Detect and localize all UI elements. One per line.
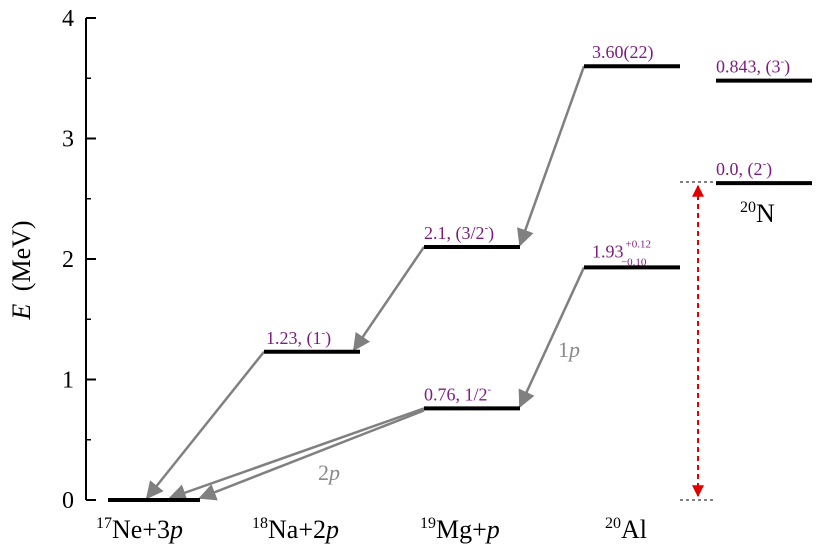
- level-label-mg19_gs: 0.76, 1/2-: [424, 383, 492, 404]
- y-tick-label-4: 4: [62, 6, 74, 32]
- decay-arrow-3: [518, 266, 586, 409]
- n20-nucleus-label: 20N: [740, 199, 775, 228]
- level-label-na18: 1.23, (1-): [266, 327, 331, 349]
- decay-arrow-2: [145, 351, 265, 500]
- nucleus-label-20: 20Al: [605, 515, 647, 544]
- level-label-n20_gs: 0.0, (2-): [716, 158, 772, 180]
- y-axis-label: E (MeV): [7, 220, 36, 320]
- nucleus-label-19: 19Mg+p: [420, 515, 500, 544]
- decay-arrow-4: [168, 407, 425, 502]
- level-label-al20_exc: 3.60(22): [592, 42, 654, 63]
- y-tick-label-2: 2: [62, 247, 74, 273]
- level-label-mg19_exc: 2.1, (3/2-): [424, 222, 494, 244]
- nucleus-label-18: 18Na+2p: [252, 515, 339, 544]
- decay-arrow-0: [517, 65, 586, 247]
- two-p-label: 2p: [318, 460, 340, 485]
- decay-arrow-5: [198, 409, 425, 501]
- y-tick-label-1: 1: [62, 368, 74, 394]
- y-axis-label-symbol: E: [7, 304, 36, 321]
- y-axis-label-unit: (MeV): [7, 220, 36, 291]
- y-tick-label-3: 3: [62, 127, 74, 153]
- nucleus-label-17: 17Ne+3p: [96, 515, 183, 544]
- y-tick-label-0: 0: [62, 488, 74, 514]
- level-label-al20_gs: 1.93 +0.12 −0.10: [592, 238, 651, 268]
- level-label-n20_exc: 0.843, (3-): [716, 56, 790, 78]
- one-p-label: 1p: [558, 337, 580, 362]
- decay-arrow-1: [352, 246, 426, 352]
